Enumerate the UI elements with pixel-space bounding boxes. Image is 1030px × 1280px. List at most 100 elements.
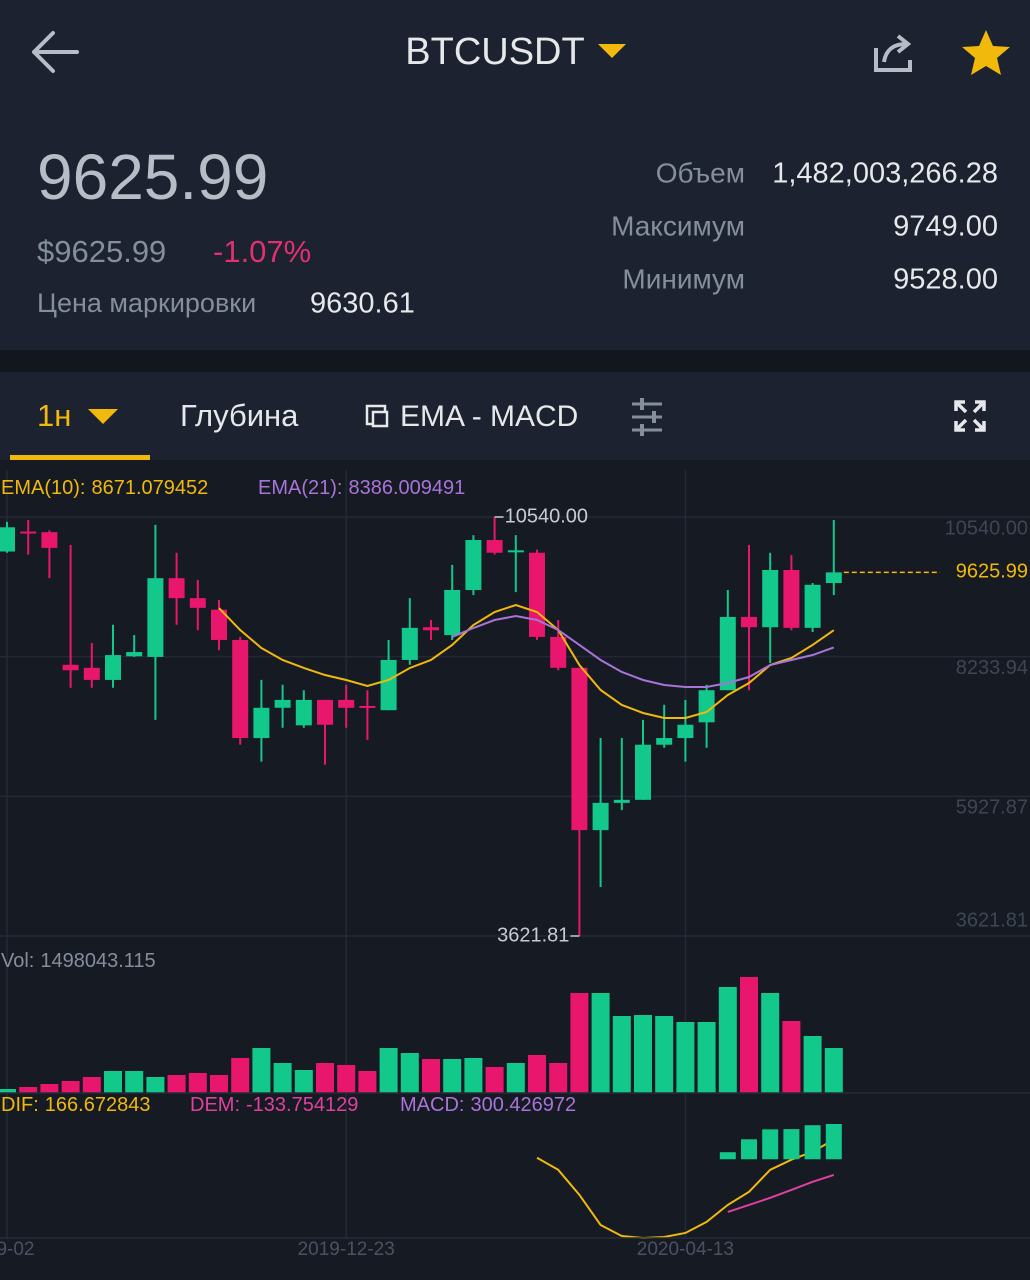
- volume-bar: [485, 1067, 504, 1093]
- volume-bar: [570, 993, 589, 1093]
- volume-bar: [740, 977, 758, 1093]
- ema-legend: EMA(10): 8671.079452 EMA(21): 8386.009491: [1, 477, 465, 499]
- legend-name: DIF:: [1, 1094, 39, 1116]
- candle-body: [253, 707, 270, 739]
- legend-value: 8386.009491: [348, 477, 465, 499]
- macd-bar: [741, 1139, 757, 1160]
- x-tick-label: -09-02: [0, 1239, 34, 1260]
- interval-tab[interactable]: 1н: [10, 398, 150, 460]
- candle-body: [211, 609, 227, 640]
- tab-label: 1н: [37, 398, 71, 433]
- share-icon: [874, 34, 912, 72]
- stat-value: 9528.00: [893, 264, 998, 296]
- volume-bar: [782, 1021, 801, 1093]
- candle-body: [529, 552, 545, 637]
- candle-body: [126, 652, 143, 657]
- candle-body: [380, 659, 397, 711]
- last-price-label: 9625.99: [956, 561, 1028, 583]
- candle-body: [168, 578, 185, 599]
- volume-bar: [549, 1063, 568, 1093]
- legend-value: 300.426972: [470, 1094, 576, 1116]
- low-label: 3621.81: [497, 924, 569, 946]
- candle-body: [804, 584, 821, 628]
- candle-body: [762, 569, 779, 628]
- settings-icon: [632, 402, 662, 432]
- candle-body: [295, 699, 312, 726]
- candle-body: [698, 690, 715, 723]
- volume-bar: [506, 1063, 525, 1093]
- fullscreen-icon: [954, 400, 986, 432]
- candle-body: [20, 531, 37, 534]
- volume-bar: [188, 1073, 207, 1093]
- candle-body: [338, 699, 355, 708]
- volume-bar: [0, 1089, 16, 1093]
- candle-body: [550, 636, 567, 668]
- legend-name: DEM:: [190, 1094, 240, 1116]
- header-bg: [0, 0, 1030, 350]
- indicator-tab[interactable]: EMA - MACD: [365, 400, 578, 433]
- legend-name: EMA(21):: [258, 477, 342, 499]
- mark-price: 9630.61: [310, 288, 415, 320]
- candle-body: [741, 616, 757, 628]
- candle-body: [635, 744, 651, 800]
- candle-body: [274, 699, 291, 708]
- candles: [0, 517, 842, 936]
- last-price: 9625.99: [37, 141, 268, 213]
- volume-bar: [676, 1022, 695, 1093]
- candle-body: [507, 550, 524, 553]
- volume-bar: [82, 1077, 101, 1093]
- depth-tab[interactable]: Глубина: [180, 398, 299, 433]
- x-tick-label: 2019-12-23: [298, 1239, 395, 1260]
- y-tick-label: 5927.87: [956, 797, 1028, 819]
- volume-bar: [294, 1070, 313, 1093]
- candle-body: [189, 598, 206, 608]
- volume-bar: [273, 1063, 292, 1093]
- settings-button[interactable]: [632, 398, 662, 436]
- candle-body: [825, 572, 842, 584]
- tab-label: EMA - MACD: [400, 400, 578, 433]
- volume-bar: [231, 1058, 250, 1093]
- volume-bar: [358, 1071, 377, 1093]
- candle-body: [62, 664, 79, 671]
- volume-bar: [125, 1071, 144, 1093]
- favorite-star[interactable]: [962, 30, 1010, 75]
- candle-body: [83, 667, 100, 680]
- symbol-selector[interactable]: BTCUSDT: [405, 31, 626, 73]
- legend-value: 8671.079452: [91, 477, 208, 499]
- y-tick-label: 3621.81: [956, 909, 1028, 931]
- volume-bar: [422, 1059, 440, 1093]
- share-button[interactable]: [874, 34, 912, 72]
- price-change: -1.07%: [213, 234, 311, 269]
- candle-body: [147, 578, 164, 657]
- ema-lines: [218, 603, 835, 720]
- tab-underline: [10, 455, 150, 460]
- dropdown-icon: [598, 44, 626, 58]
- back-button[interactable]: [32, 31, 79, 73]
- legend-name: MACD:: [400, 1094, 464, 1116]
- price-usd: $9625.99: [37, 234, 166, 269]
- volume-bar: [697, 1022, 716, 1093]
- annotations: 10540.00 3621.81 9625.99: [494, 505, 1028, 946]
- volume-bar: [528, 1055, 546, 1093]
- fullscreen-button[interactable]: [954, 400, 986, 432]
- high-label: 10540.00: [505, 505, 588, 527]
- volume-bar: [104, 1071, 122, 1093]
- legend-value: 166.672843: [45, 1094, 151, 1116]
- volume-bar: [443, 1059, 462, 1093]
- volume-bar: [316, 1063, 334, 1093]
- volume-bar: [379, 1048, 398, 1093]
- volume-bar: [591, 993, 610, 1093]
- macd-line: [536, 1138, 835, 1240]
- candle-body: [719, 616, 736, 691]
- ema-line: [451, 615, 835, 689]
- x-tick-label: 2020-04-13: [637, 1239, 734, 1260]
- volume: [0, 977, 843, 1093]
- indicator-icon: [371, 410, 389, 428]
- volume-bar: [40, 1084, 59, 1093]
- stat-label: Минимум: [622, 263, 745, 294]
- candle-body: [317, 699, 333, 725]
- candle-body: [444, 589, 461, 636]
- volume-bar: [803, 1036, 822, 1093]
- volume-bar: [718, 987, 737, 1093]
